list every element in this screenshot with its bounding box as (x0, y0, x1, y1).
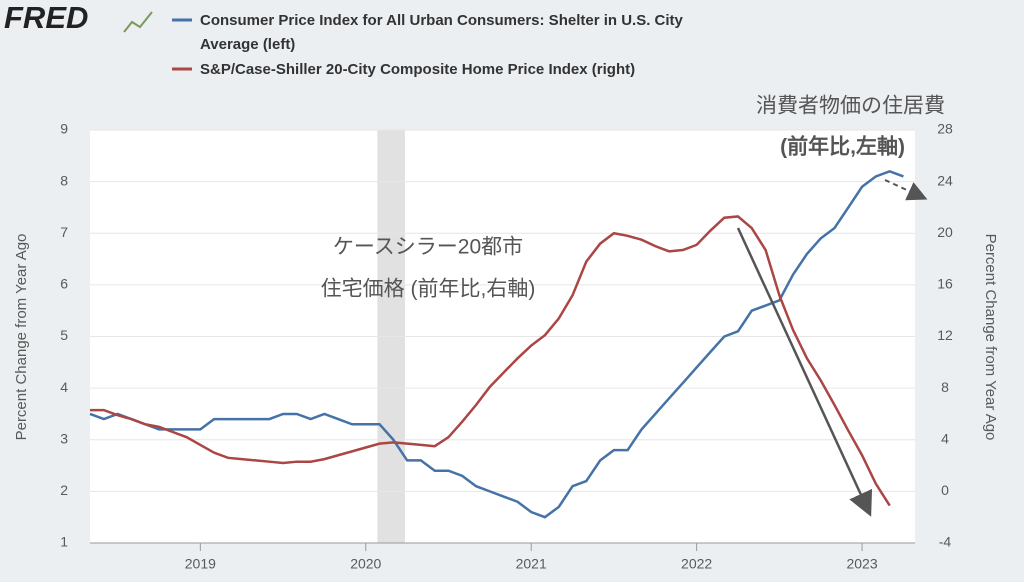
y2-tick-label: 20 (937, 224, 953, 240)
series-line (89, 169, 904, 519)
arrow (884, 179, 928, 201)
y2-tick-label: 24 (937, 172, 953, 188)
y2-tick-label: 0 (941, 482, 949, 498)
annotation: 住宅価格 (前年比,右軸) (321, 278, 536, 301)
y-tick-label: 3 (60, 430, 68, 446)
y-tick-label: 6 (60, 276, 68, 292)
x-tick-label: 2021 (516, 556, 547, 572)
y-tick-label: 5 (60, 327, 68, 343)
y-tick-label: 4 (60, 379, 68, 395)
legend-label: S&P/Case-Shiller 20-City Composite Home … (200, 61, 635, 78)
x-tick-label: 2023 (846, 556, 877, 572)
y2-tick-label: -4 (939, 534, 952, 550)
x-tick-label: 2022 (681, 556, 712, 572)
legend-label: Consumer Price Index for All Urban Consu… (200, 12, 684, 29)
y2-tick-label: 4 (941, 430, 949, 446)
annotation: ケースシラー20都市 (333, 236, 523, 259)
arrow (736, 227, 873, 517)
y-tick-label: 9 (60, 121, 68, 137)
y2-axis-label: Percent Change from Year Ago (982, 234, 999, 441)
y-tick-label: 7 (60, 224, 68, 240)
series-line (90, 215, 891, 507)
y2-tick-label: 12 (937, 327, 953, 343)
y-tick-label: 8 (60, 172, 68, 188)
legend-label: Average (left) (200, 36, 295, 53)
y2-tick-label: 16 (937, 276, 953, 292)
logo: FRED (4, 0, 88, 35)
x-tick-label: 2020 (350, 556, 381, 572)
y2-tick-label: 28 (937, 121, 953, 137)
y-axis-label: Percent Change from Year Ago (13, 234, 30, 441)
y2-tick-label: 8 (941, 379, 949, 395)
annotation: (前年比,左軸) (780, 135, 905, 159)
logo-icon (123, 11, 153, 33)
annotation: 消費者物価の住居費 (756, 95, 945, 118)
y-tick-label: 1 (60, 534, 68, 550)
x-tick-label: 2019 (185, 556, 216, 572)
y-tick-label: 2 (60, 482, 68, 498)
